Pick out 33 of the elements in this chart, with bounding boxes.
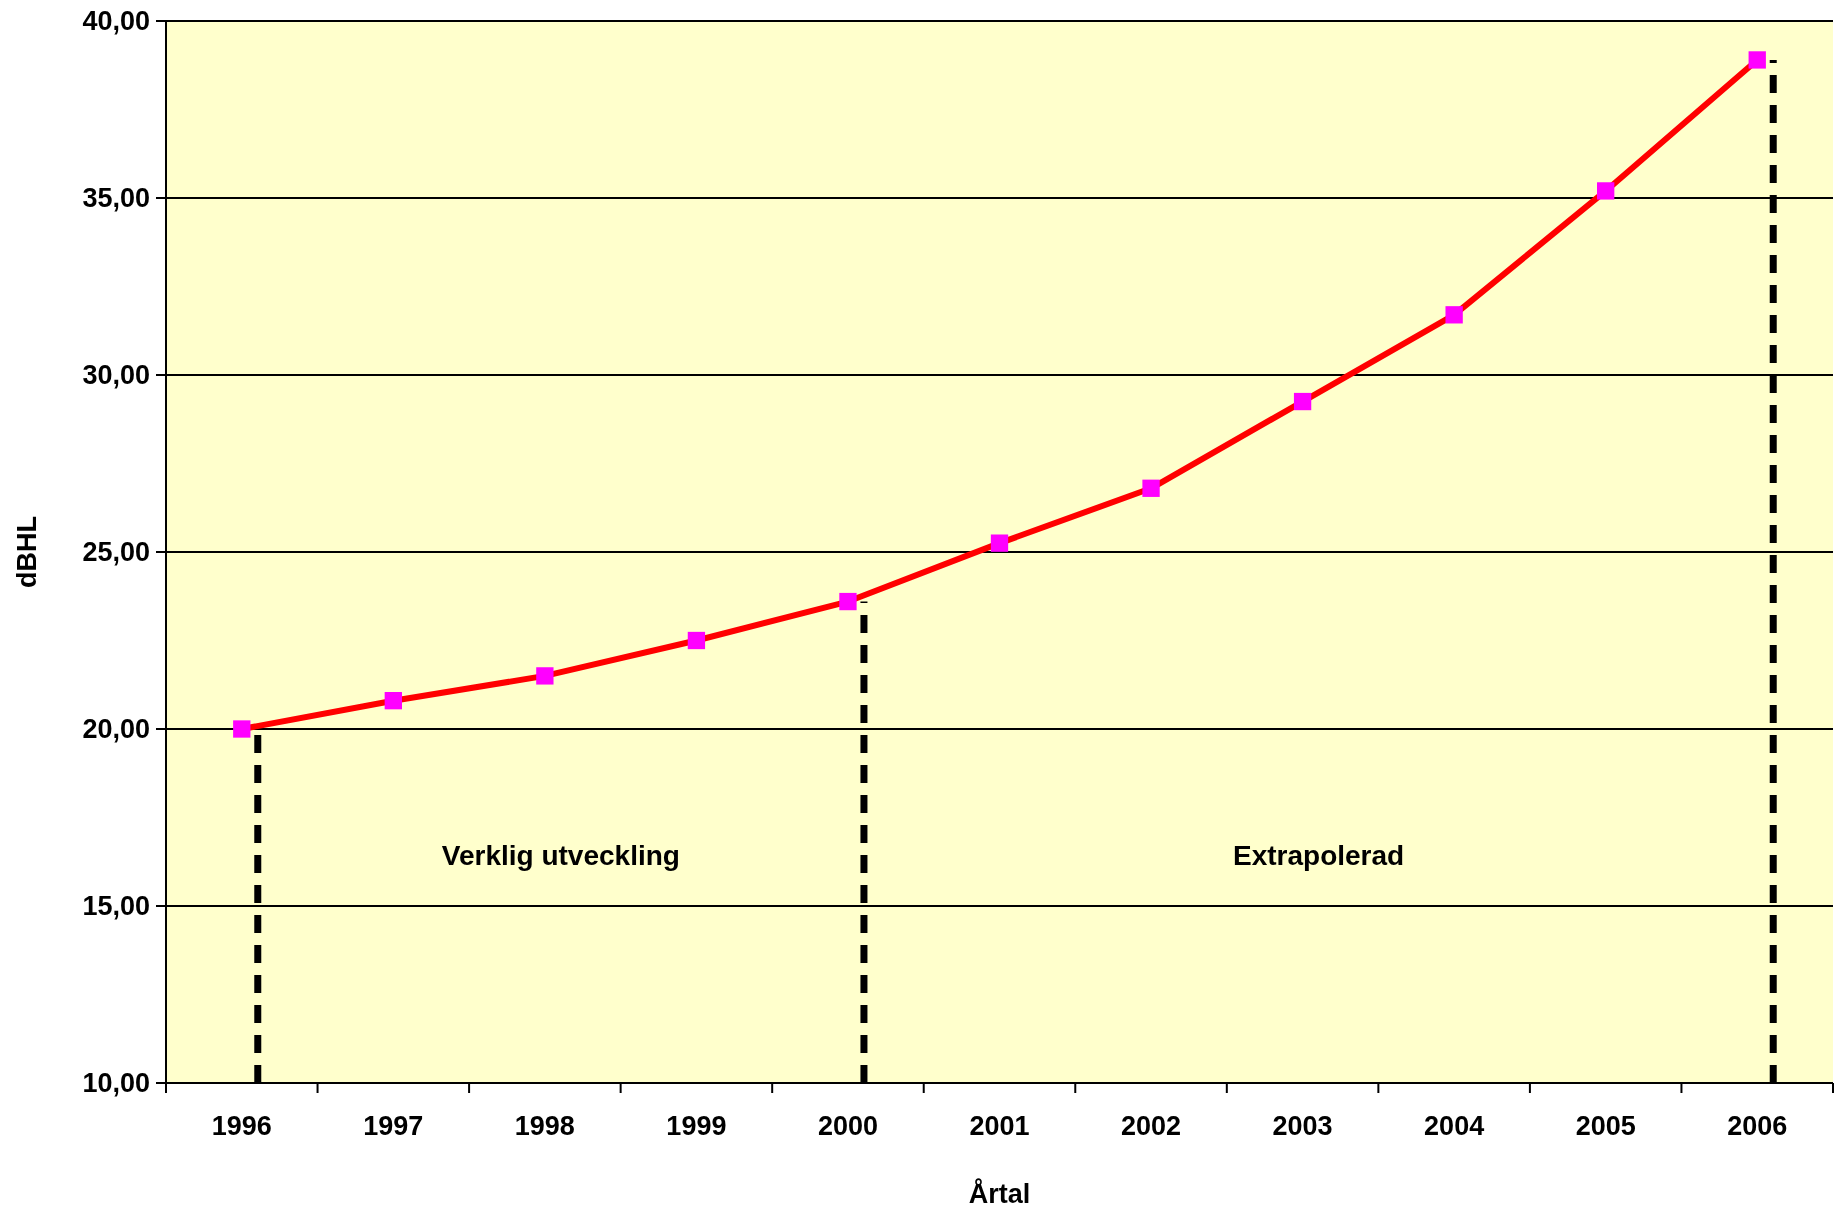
x-tick-label: 2001 [969,1111,1030,1141]
point [233,720,251,738]
point [536,667,554,685]
x-tick-label: 1997 [363,1111,424,1141]
point [839,592,857,611]
y-tick-label: 20,00 [82,714,150,745]
y-tick-label: 35,00 [82,183,150,214]
x-tick-label: 1996 [211,1111,272,1141]
point [384,692,402,710]
x-tick-label: 1999 [666,1111,727,1141]
annotation: Verklig utveckling [441,840,680,872]
point [1445,306,1463,324]
y-tick-label: 30,00 [82,360,150,391]
point [687,631,706,650]
x-tick-label: 1998 [514,1111,575,1141]
point [1293,392,1312,411]
x-tick-label: 2005 [1575,1111,1636,1141]
y-axis-title: dBHL [12,516,42,588]
point [1142,479,1160,497]
y-tick-label: 25,00 [82,537,150,568]
y-tick-label: 15,00 [82,891,150,922]
x-tick-label: 2000 [817,1111,878,1141]
point [1597,182,1615,200]
x-tick-label: 2002 [1121,1111,1182,1141]
point [1748,51,1766,69]
x-axis-title: Årtal [968,1178,1031,1209]
y-tick-label: 10,00 [82,1068,150,1099]
x-tick-label: 2006 [1727,1111,1788,1141]
x-tick-label: 2004 [1424,1111,1485,1141]
x-tick-label: 2003 [1272,1111,1333,1141]
point [990,534,1009,552]
annotation: Extrapolerad [1233,840,1405,872]
y-tick-label: 40,00 [82,6,150,37]
